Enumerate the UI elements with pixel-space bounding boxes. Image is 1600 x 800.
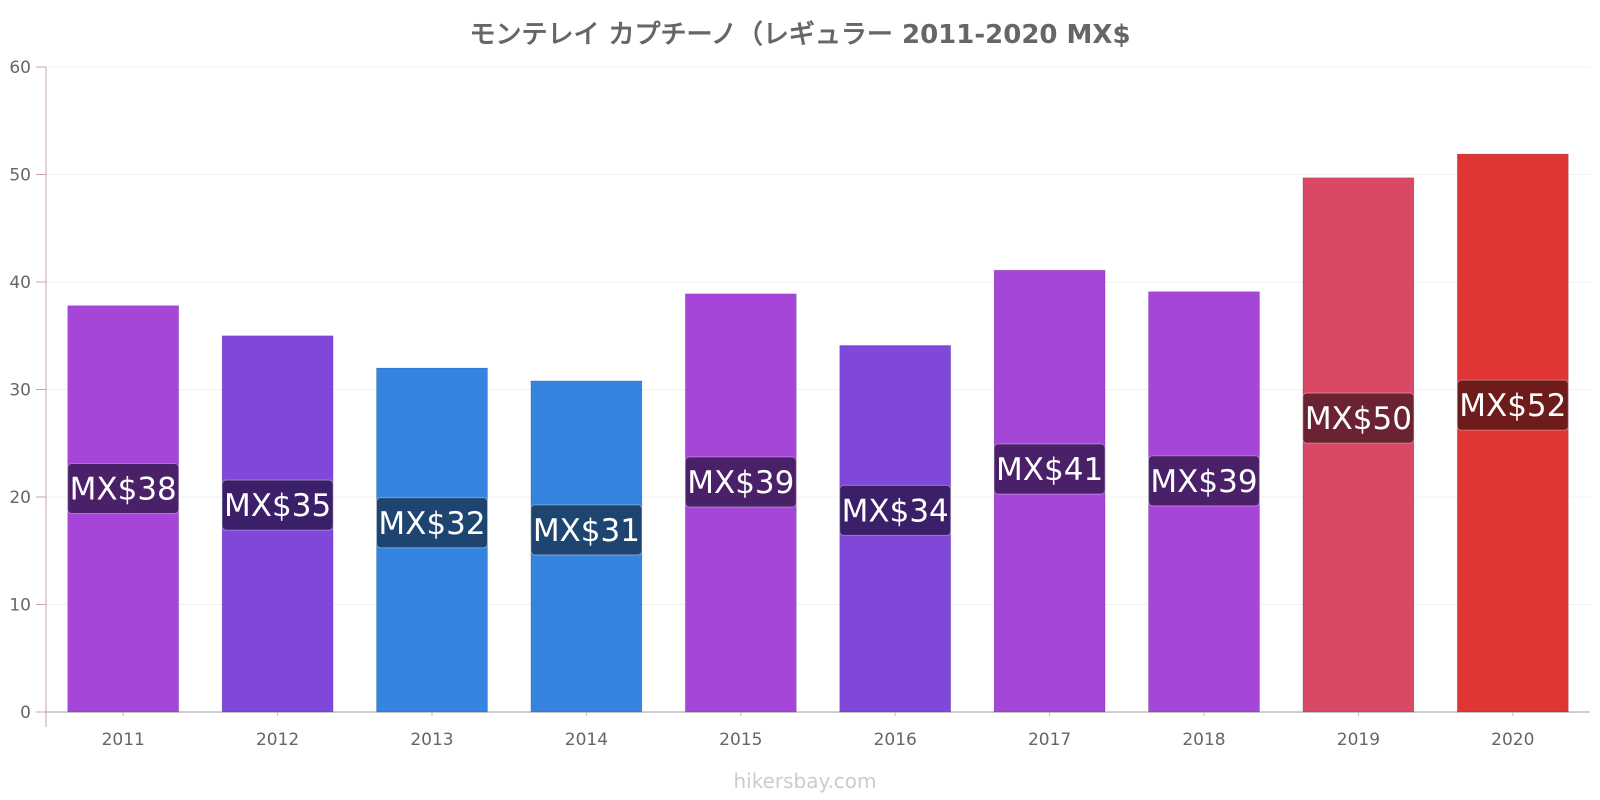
bar-2020 [1456,153,1569,713]
x-tick-label-2017: 2017 [1028,730,1071,750]
chart-title: モンテレイ カプチーノ（レギュラー 2011-2020 MX$ [469,20,1130,50]
data-label-box-2020 [1456,379,1569,431]
x-tick-label-2014: 2014 [565,730,608,750]
x-tick-label-2018: 2018 [1182,730,1225,750]
data-label-2015: MX$39 [687,465,794,501]
x-tick-label-2020: 2020 [1491,730,1534,750]
data-label-2013: MX$32 [378,506,485,542]
x-tick-label-2015: 2015 [719,730,762,750]
x-tick-label-2016: 2016 [874,730,917,750]
data-labels: MX$38 MX$35 MX$32 MX$31 MX$39 MX$34 MX$41 MX$39… [67,379,1569,556]
y-tick-label: 40 [9,273,31,293]
y-tick-label: 60 [9,58,31,78]
watermark: hikersbay.com [733,769,876,793]
data-label-2019: MX$50 [1305,401,1412,437]
x-tick-label-2012: 2012 [256,730,299,750]
y-tick-label: 50 [9,166,31,186]
data-label-2014: MX$31 [533,513,640,549]
x-tick-label-2013: 2013 [410,730,453,750]
y-tick-label: 10 [9,596,31,616]
data-label-box-2019 [1302,392,1415,444]
data-label-2017: MX$41 [996,452,1103,488]
data-label-box-2015 [684,456,797,508]
data-label-box-2017 [993,443,1106,495]
data-label-2016: MX$34 [842,493,949,529]
tick-labels: 0 10 20 30 40 50 60 2011 2012 2013 2014 2015 2016 201… [9,58,1534,750]
x-tick-label-2011: 2011 [102,730,145,750]
data-label-box-2014 [530,504,643,556]
data-label-box-2013 [376,497,488,549]
data-label-box-2018 [1148,455,1260,507]
data-label-2012: MX$35 [224,488,331,524]
data-label-2018: MX$39 [1150,464,1257,500]
y-tick-label: 0 [20,703,31,723]
y-tick-label: 30 [9,381,31,401]
bar-2019 [1302,177,1415,713]
x-tick-label-2019: 2019 [1337,730,1380,750]
data-label-box-2011 [67,463,180,515]
data-label-box-2016 [839,484,952,536]
data-label-box-2012 [221,479,334,531]
data-label-2011: MX$38 [70,472,177,508]
y-tick-label: 20 [9,488,31,508]
data-label-2020: MX$52 [1459,388,1566,424]
